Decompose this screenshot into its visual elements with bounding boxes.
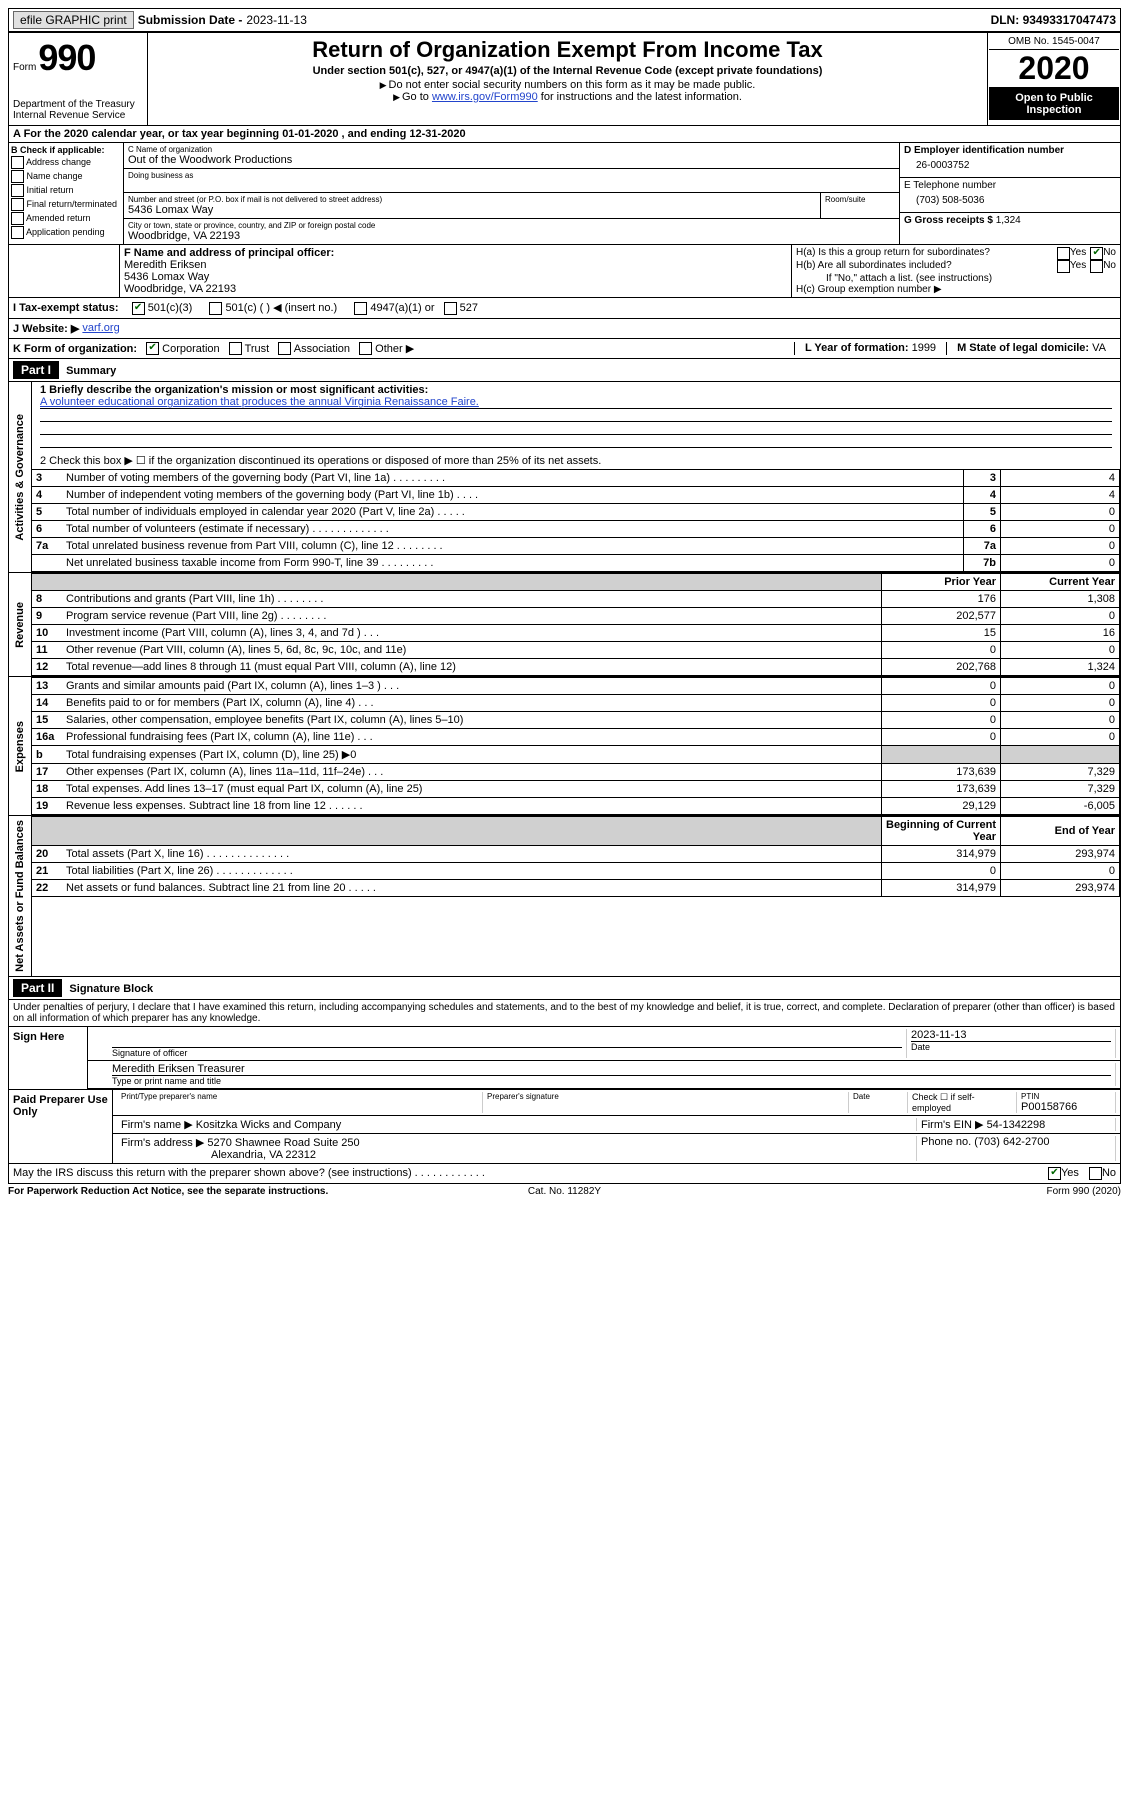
checkbox-corporation[interactable]	[146, 342, 159, 355]
checkbox-initial-return[interactable]	[11, 184, 24, 197]
table-row: 7a Total unrelated business revenue from…	[32, 538, 1120, 555]
mission-description: A volunteer educational organization tha…	[40, 396, 1112, 409]
table-row: 10 Investment income (Part VIII, column …	[32, 625, 1120, 642]
open-public-inspection: Open to Public Inspection	[989, 88, 1119, 120]
efile-print-button[interactable]: efile GRAPHIC print	[13, 11, 134, 29]
table-row: 11 Other revenue (Part VIII, column (A),…	[32, 642, 1120, 659]
part-1-header: Part I	[13, 361, 59, 379]
phone-number: (703) 508-5036	[904, 191, 1116, 210]
checkbox-final-return[interactable]	[11, 198, 24, 211]
table-row: 15 Salaries, other compensation, employe…	[32, 712, 1120, 729]
paperwork-notice: For Paperwork Reduction Act Notice, see …	[8, 1186, 379, 1197]
summary-table: 3 Number of voting members of the govern…	[32, 469, 1120, 572]
checkbox-501c3[interactable]	[132, 302, 145, 315]
table-row: 21 Total liabilities (Part X, line 26) .…	[32, 863, 1120, 880]
submission-date: 2023-11-13	[246, 13, 307, 27]
label-netassets: Net Assets or Fund Balances	[12, 816, 28, 976]
table-row: 12 Total revenue—add lines 8 through 11 …	[32, 659, 1120, 676]
part-2-header: Part II	[13, 979, 62, 997]
submission-date-label: Submission Date -	[138, 13, 243, 27]
checkbox-application-pending[interactable]	[11, 226, 24, 239]
checkbox-name-change[interactable]	[11, 170, 24, 183]
table-row: 8 Contributions and grants (Part VIII, l…	[32, 591, 1120, 608]
top-bar: efile GRAPHIC print Submission Date - 20…	[8, 8, 1121, 32]
dept-treasury: Department of the Treasury Internal Reve…	[13, 99, 143, 121]
tax-year-line: A For the 2020 calendar year, or tax yea…	[8, 126, 1121, 143]
checkbox-527[interactable]	[444, 302, 457, 315]
firm-address: 5270 Shawnee Road Suite 250	[207, 1137, 359, 1149]
paid-preparer-label: Paid Preparer Use Only	[9, 1090, 113, 1163]
section-c: C Name of organization Out of the Woodwo…	[124, 143, 899, 244]
table-row: 16a Professional fundraising fees (Part …	[32, 729, 1120, 746]
checkbox-trust[interactable]	[229, 342, 242, 355]
checkbox-amended-return[interactable]	[11, 212, 24, 225]
checkbox-501c[interactable]	[209, 302, 222, 315]
irs-form990-link[interactable]: www.irs.gov/Form990	[432, 91, 538, 103]
netassets-table: Beginning of Current Year End of Year20 …	[32, 816, 1120, 897]
checkbox-ha-no[interactable]	[1090, 247, 1103, 260]
checkbox-other[interactable]	[359, 342, 372, 355]
catalog-number: Cat. No. 11282Y	[379, 1186, 750, 1197]
firm-phone: (703) 642-2700	[974, 1136, 1049, 1148]
table-row: 4 Number of independent voting members o…	[32, 487, 1120, 504]
checkbox-address-change[interactable]	[11, 156, 24, 169]
officer-sign-date: 2023-11-13	[911, 1029, 1111, 1041]
header-table: Form 990 Department of the Treasury Inte…	[8, 32, 1121, 126]
form-label: Form	[13, 62, 36, 73]
label-activities: Activities & Governance	[12, 410, 28, 545]
checkbox-hb-yes[interactable]	[1057, 260, 1070, 273]
officer-name: Meredith Eriksen	[124, 259, 787, 271]
main-title: Return of Organization Exempt From Incom…	[156, 37, 979, 63]
ein: 26-0003752	[904, 156, 1116, 175]
table-row: 20 Total assets (Part X, line 16) . . . …	[32, 846, 1120, 863]
checkbox-hb-no[interactable]	[1090, 260, 1103, 273]
revenue-table: Prior Year Current Year8 Contributions a…	[32, 573, 1120, 676]
firm-ein: 54-1342298	[987, 1119, 1046, 1131]
form-version: Form 990 (2020)	[750, 1186, 1121, 1197]
sign-here-label: Sign Here	[9, 1027, 88, 1089]
table-row: 19 Revenue less expenses. Subtract line …	[32, 798, 1120, 815]
instruct-2: Go to www.irs.gov/Form990 for instructio…	[156, 91, 979, 103]
checkbox-ha-yes[interactable]	[1057, 247, 1070, 260]
city-state-zip: Woodbridge, VA 22193	[128, 230, 895, 242]
table-row: 3 Number of voting members of the govern…	[32, 470, 1120, 487]
street-address: 5436 Lomax Way	[128, 204, 816, 216]
instruct-1: Do not enter social security numbers on …	[156, 79, 979, 91]
table-row: 17 Other expenses (Part IX, column (A), …	[32, 764, 1120, 781]
section-de: D Employer identification number 26-0003…	[899, 143, 1120, 244]
gross-receipts: 1,324	[996, 215, 1021, 226]
table-row: 5 Total number of individuals employed i…	[32, 504, 1120, 521]
form-number: 990	[38, 37, 95, 79]
org-name: Out of the Woodwork Productions	[128, 154, 895, 166]
state-domicile: VA	[1092, 342, 1106, 354]
perjury-statement: Under penalties of perjury, I declare th…	[8, 1000, 1121, 1027]
info-grid: B Check if applicable: Address change Na…	[8, 143, 1121, 245]
table-row: 6 Total number of volunteers (estimate i…	[32, 521, 1120, 538]
table-row: 22 Net assets or fund balances. Subtract…	[32, 880, 1120, 897]
checkbox-association[interactable]	[278, 342, 291, 355]
label-revenue: Revenue	[12, 598, 28, 652]
website-link[interactable]: varf.org	[82, 322, 119, 335]
checkbox-discuss-yes[interactable]	[1048, 1167, 1061, 1180]
dln: DLN: 93493317047473	[991, 13, 1116, 27]
table-row: 9 Program service revenue (Part VIII, li…	[32, 608, 1120, 625]
table-row: 14 Benefits paid to or for members (Part…	[32, 695, 1120, 712]
table-row: b Total fundraising expenses (Part IX, c…	[32, 746, 1120, 764]
checkbox-4947[interactable]	[354, 302, 367, 315]
ptin: P00158766	[1021, 1101, 1111, 1113]
table-row: 18 Total expenses. Add lines 13–17 (must…	[32, 781, 1120, 798]
firm-name: Kositzka Wicks and Company	[196, 1119, 342, 1131]
table-row: Net unrelated business taxable income fr…	[32, 555, 1120, 572]
omb-number: OMB No. 1545-0047	[989, 34, 1119, 50]
table-row: 13 Grants and similar amounts paid (Part…	[32, 678, 1120, 695]
checkbox-discuss-no[interactable]	[1089, 1167, 1102, 1180]
expenses-table: 13 Grants and similar amounts paid (Part…	[32, 677, 1120, 815]
officer-name-title: Meredith Eriksen Treasurer	[112, 1063, 1111, 1075]
section-b: B Check if applicable: Address change Na…	[9, 143, 124, 244]
tax-year: 2020	[989, 50, 1119, 88]
year-formation: 1999	[912, 342, 936, 354]
label-expenses: Expenses	[12, 717, 28, 776]
subtitle: Under section 501(c), 527, or 4947(a)(1)…	[156, 65, 979, 77]
